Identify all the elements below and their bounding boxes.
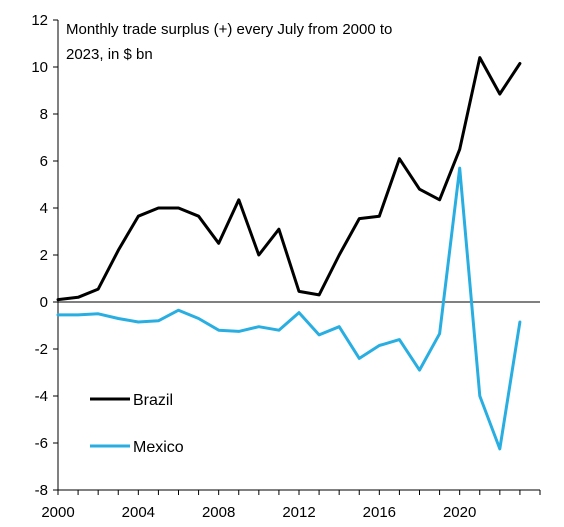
legend-label-brazil: Brazil	[133, 392, 173, 409]
y-tick-label: 10	[31, 59, 48, 76]
y-tick-label: 0	[40, 294, 48, 311]
y-tick-label: -4	[35, 388, 48, 405]
chart-title-line-2: 2023, in $ bn	[66, 46, 153, 63]
y-tick-label: 6	[40, 153, 48, 170]
y-tick-label: -8	[35, 482, 48, 499]
tick-labels: -8 -6 -4 -2 0 2 4 6 8 10 12 2000 2004 2008 2012 2016 202…	[31, 12, 476, 521]
y-tick-label: -2	[35, 341, 48, 358]
y-tick-label: 2	[40, 247, 48, 264]
x-tick-label: 2020	[443, 504, 476, 521]
x-tick-label: 2016	[363, 504, 396, 521]
series-line-brazil	[56, 56, 522, 302]
y-tick-label: 12	[31, 12, 48, 29]
x-tick-label: 2012	[282, 504, 315, 521]
y-tick-label: 8	[40, 106, 48, 123]
x-tick-label: 2000	[41, 504, 74, 521]
chart-title-line-1: Monthly trade surplus (+) every July fro…	[66, 21, 392, 38]
y-tick-label: -6	[35, 435, 48, 452]
x-tick-label: 2004	[122, 504, 155, 521]
legend: Brazil Mexico	[90, 392, 184, 456]
series-line-mexico	[56, 166, 522, 451]
y-tick-label: 4	[40, 200, 48, 217]
axes	[53, 19, 541, 495]
series-layer	[56, 56, 522, 451]
legend-label-mexico: Mexico	[133, 439, 184, 456]
x-tick-label: 2008	[202, 504, 235, 521]
